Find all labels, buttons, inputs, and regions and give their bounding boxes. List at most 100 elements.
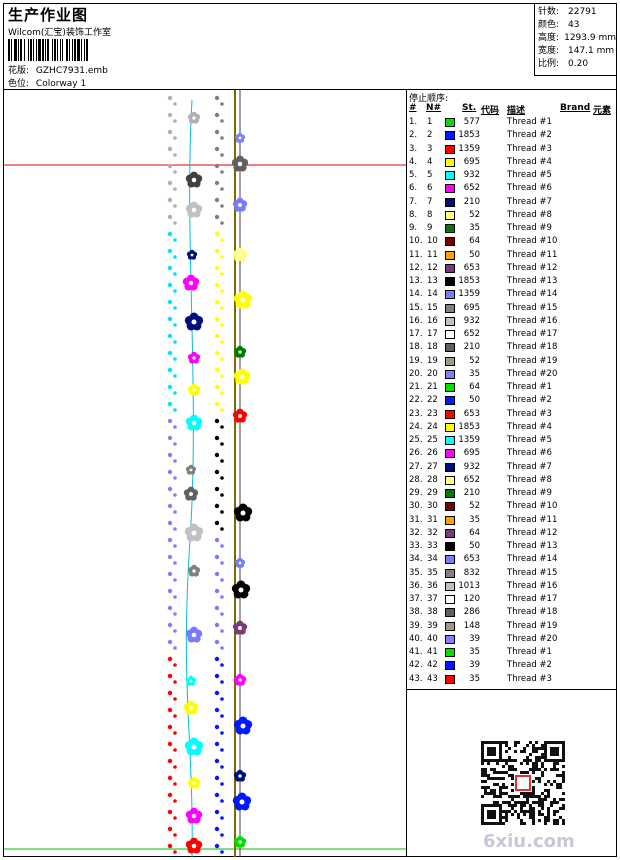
table-row: 36. 36 1013 Thread #16	[409, 580, 615, 593]
flower-icon	[233, 673, 247, 686]
row-number: 8	[427, 209, 433, 220]
stitch-dot	[173, 408, 177, 412]
table-row: 41. 41 35 Thread #1	[409, 646, 615, 659]
stitch-dot	[214, 95, 220, 101]
table-row: 13. 13 1853 Thread #13	[409, 275, 615, 288]
row-stitches: 210	[463, 342, 480, 353]
stitch-dot	[220, 442, 224, 446]
flower-icon	[233, 835, 247, 848]
stitch-dot	[167, 571, 173, 577]
flower-icon	[232, 792, 252, 811]
stitch-dot	[214, 639, 220, 645]
stitch-dot	[220, 731, 224, 735]
stitch-dot	[214, 690, 220, 696]
color-swatch	[445, 237, 455, 247]
stitch-dot	[173, 493, 177, 497]
colorway-line: 色位: Colorway 1	[8, 76, 86, 89]
row-description: Thread #13	[507, 276, 558, 286]
row-description: Thread #10	[507, 236, 558, 247]
stitch-dot	[214, 792, 220, 798]
stitch-dot	[220, 119, 224, 123]
color-swatch	[445, 343, 455, 353]
stitch-dot	[173, 646, 177, 650]
row-number: 22	[427, 395, 438, 406]
stitch-dot	[220, 425, 224, 429]
row-index: 27.	[409, 461, 423, 472]
row-description: Thread #11	[507, 514, 558, 525]
colors-row: 颜色: 43	[538, 19, 616, 32]
stop-sequence-header: # N# St. 代码 描述 Brand 元素	[409, 103, 615, 116]
stitch-dot	[173, 816, 177, 820]
height-label: 高度:	[538, 33, 560, 43]
stitch-dot	[167, 826, 173, 832]
row-stitches: 35	[469, 223, 480, 233]
row-description: Thread #6	[507, 183, 552, 194]
stitch-dot	[220, 578, 224, 582]
color-swatch	[445, 277, 455, 286]
stitch-dot	[214, 435, 220, 441]
stitch-dot	[173, 238, 177, 242]
row-index: 4.	[409, 156, 418, 167]
flower-icon	[183, 486, 199, 501]
stitch-dot	[167, 656, 173, 662]
row-number: 37	[427, 594, 438, 604]
color-swatch	[445, 330, 455, 339]
stitch-dot	[173, 510, 177, 514]
stitch-dot	[173, 323, 177, 327]
stitch-dot	[173, 306, 177, 310]
table-row: 12. 12 653 Thread #12	[409, 262, 615, 275]
stitch-dot	[214, 231, 220, 237]
stitch-dot	[167, 146, 173, 152]
stitch-dot	[220, 629, 224, 633]
row-description: Thread #15	[507, 302, 558, 313]
row-number: 2	[427, 130, 433, 141]
stitch-dot	[220, 612, 224, 616]
color-swatch	[445, 608, 455, 618]
stitch-dot	[167, 384, 173, 390]
row-stitches: 1359	[458, 289, 480, 300]
table-row: 4. 4 695 Thread #4	[409, 156, 615, 169]
row-description: Thread #11	[507, 249, 558, 260]
colors-value: 43	[568, 20, 580, 30]
row-description: Thread #9	[507, 223, 552, 233]
table-row: 11. 11 50 Thread #11	[409, 249, 615, 262]
stitch-dot	[167, 129, 173, 135]
stitch-dot	[214, 520, 220, 526]
stitch-dot	[167, 401, 173, 407]
stitch-dot	[214, 401, 220, 407]
row-stitches: 39	[469, 660, 480, 671]
row-number: 6	[427, 183, 433, 194]
row-stitches: 148	[463, 620, 480, 631]
flower-icon	[233, 503, 253, 522]
color-swatch	[445, 648, 455, 657]
stitch-dot	[220, 833, 224, 837]
row-index: 35.	[409, 567, 423, 578]
stitch-dot	[167, 503, 173, 509]
row-index: 17.	[409, 329, 423, 339]
color-swatch	[445, 184, 455, 194]
scale-label: 比例:	[538, 59, 560, 69]
table-row: 29. 29 210 Thread #9	[409, 487, 615, 500]
stitch-dot	[173, 629, 177, 633]
flower-icon	[233, 368, 251, 385]
color-swatch	[445, 210, 455, 220]
row-index: 28.	[409, 474, 423, 485]
row-description: Thread #8	[507, 474, 552, 485]
row-description: Thread #1	[507, 647, 552, 657]
row-description: Thread #10	[507, 501, 558, 512]
stitch-dot	[167, 707, 173, 713]
color-swatch	[445, 634, 455, 644]
table-row: 22. 22 50 Thread #2	[409, 394, 615, 407]
row-number: 23	[427, 408, 438, 419]
stitch-dot	[220, 697, 224, 701]
stitch-dot	[214, 367, 220, 373]
col-stitches: St.	[462, 103, 477, 113]
flower-icon	[185, 626, 203, 643]
stitch-dot	[214, 163, 220, 169]
row-stitches: 832	[463, 567, 480, 578]
stitch-dot	[167, 112, 173, 118]
row-stitches: 932	[463, 170, 480, 180]
row-stitches: 52	[469, 209, 480, 220]
row-stitches: 1359	[458, 143, 480, 154]
table-row: 24. 24 1853 Thread #4	[409, 421, 615, 434]
